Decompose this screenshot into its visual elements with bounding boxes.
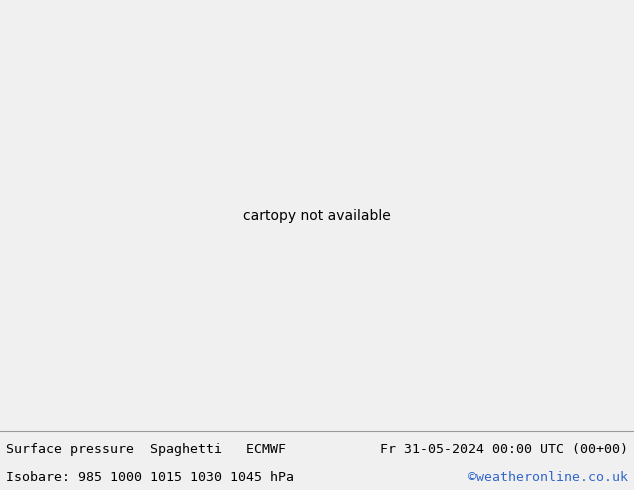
Text: ©weatheronline.co.uk: ©weatheronline.co.uk (468, 471, 628, 484)
Text: Surface pressure  Spaghetti   ECMWF: Surface pressure Spaghetti ECMWF (6, 443, 287, 456)
Text: Isobare: 985 1000 1015 1030 1045 hPa: Isobare: 985 1000 1015 1030 1045 hPa (6, 471, 294, 484)
Text: cartopy not available: cartopy not available (243, 209, 391, 222)
Text: Fr 31-05-2024 00:00 UTC (00+00): Fr 31-05-2024 00:00 UTC (00+00) (380, 443, 628, 456)
